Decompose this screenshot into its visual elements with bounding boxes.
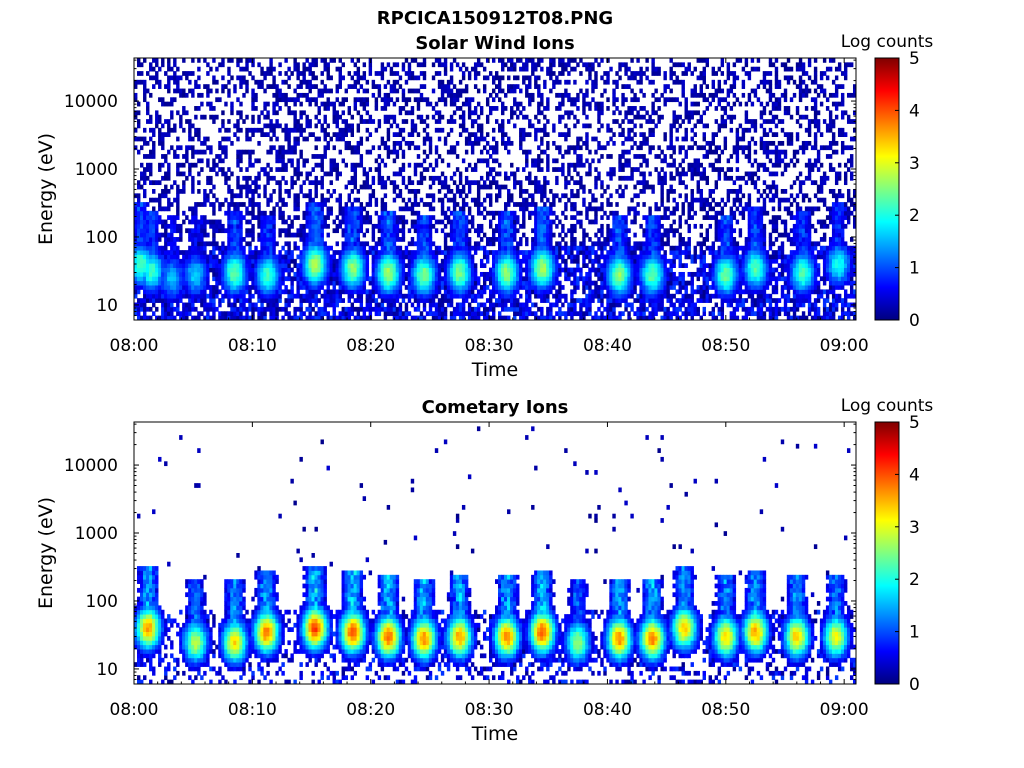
x-tick-label: 09:00 [820,336,869,356]
y-axis-label: Energy (eV) [35,497,57,609]
y-axis-label: Energy (eV) [35,133,57,245]
x-tick-label: 08:50 [701,336,750,356]
y-tick-label: 1000 [75,160,118,180]
y-tick-label: 100 [86,592,118,612]
x-tick-label: 08:10 [228,700,277,720]
colorbar-tick-label: 3 [909,154,920,174]
x-tick-label: 08:50 [701,700,750,720]
colorbar-tick-label: 3 [909,518,920,538]
colorbar-tick-label: 2 [909,206,920,226]
colorbar [874,421,900,685]
y-tick-label: 10000 [64,92,118,112]
x-tick-label: 08:20 [346,700,395,720]
heatmap-cells [134,426,857,685]
colorbar-tick-label: 4 [909,101,920,121]
x-axis-label: Time [471,723,519,745]
colorbar-tick-label: 0 [909,675,920,695]
x-tick-label: 08:00 [110,700,159,720]
heatmap-cells [134,58,857,321]
y-tick-label: 100 [86,228,118,248]
colorbar-tick-label: 1 [909,623,920,643]
x-tick-label: 08:00 [110,336,159,356]
x-tick-label: 08:20 [346,336,395,356]
y-tick-label: 10 [96,660,118,680]
colorbar-tick-label: 5 [909,49,920,69]
x-axis-label: Time [471,359,519,381]
x-tick-label: 08:10 [228,336,277,356]
y-tick-label: 1000 [75,524,118,544]
x-tick-label: 08:30 [465,336,514,356]
x-tick-label: 08:40 [583,700,632,720]
colorbar-tick-label: 0 [909,311,920,331]
figure-title: RPCICA150912T08.PNG [377,8,613,29]
panel-title: Solar Wind Ions [415,33,574,54]
x-tick-label: 08:30 [465,700,514,720]
colorbar [874,57,900,321]
y-tick-label: 10 [96,296,118,316]
colorbar-label: Log counts [841,32,934,52]
panel-solar-wind-ions: 08:00 08:10 08:20 08:30 08:40 08:50 09:0010100… [35,32,933,381]
colorbar-tick-label: 2 [909,570,920,590]
x-tick-label: 08:40 [583,336,632,356]
colorbar-label: Log counts [841,396,934,416]
x-tick-label: 09:00 [820,700,869,720]
colorbar-tick-label: 4 [909,465,920,485]
panel-cometary-ions: 08:00 08:10 08:20 08:30 08:40 08:50 09:0010100… [35,396,933,745]
y-tick-label: 10000 [64,456,118,476]
colorbar-tick-label: 1 [909,259,920,279]
panel-title: Cometary Ions [422,397,569,418]
colorbar-tick-label: 5 [909,413,920,433]
